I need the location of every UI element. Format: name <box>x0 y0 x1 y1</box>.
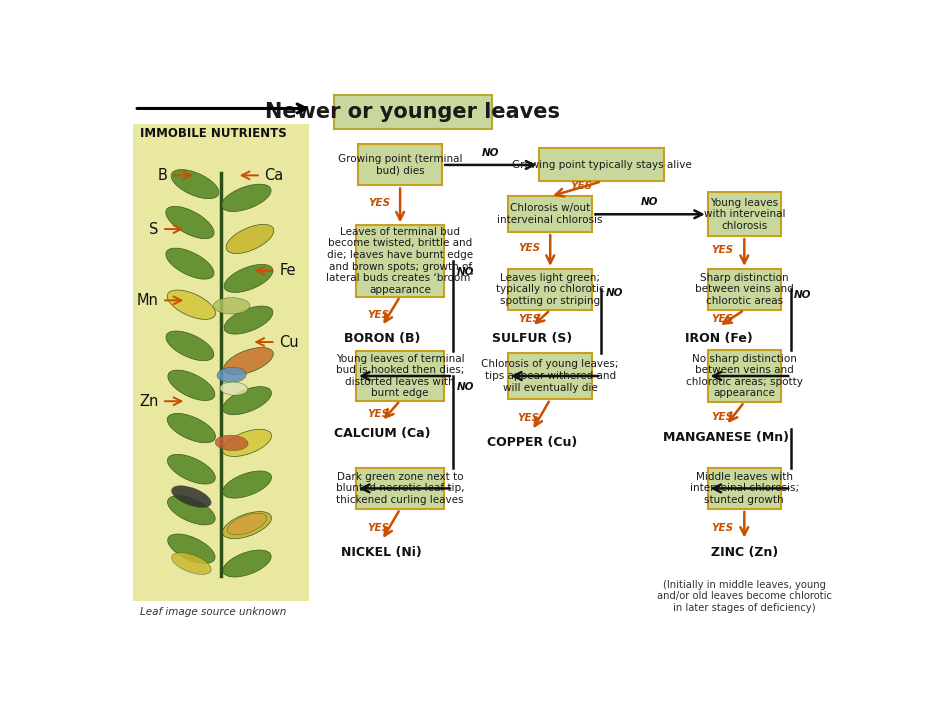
Text: COPPER (Cu): COPPER (Cu) <box>486 436 577 449</box>
Text: Ca: Ca <box>264 168 283 183</box>
Ellipse shape <box>165 206 214 239</box>
Text: Fe: Fe <box>279 263 295 278</box>
Ellipse shape <box>224 306 273 334</box>
Text: MANGANESE (Mn): MANGANESE (Mn) <box>663 431 788 444</box>
Text: NO: NO <box>605 288 622 298</box>
Text: YES: YES <box>518 314 540 324</box>
Text: NO: NO <box>457 382 474 392</box>
Text: YES: YES <box>518 243 540 253</box>
Text: YES: YES <box>711 523 733 533</box>
Text: YES: YES <box>366 523 389 533</box>
FancyBboxPatch shape <box>707 468 780 509</box>
Text: SULFUR (S): SULFUR (S) <box>491 333 571 345</box>
Ellipse shape <box>215 435 248 451</box>
Ellipse shape <box>167 454 215 484</box>
Ellipse shape <box>221 184 271 211</box>
Text: YES: YES <box>366 310 389 320</box>
Text: Young leaves of terminal
bud is hooked then dies;
distorted leaves with
burnt ed: Young leaves of terminal bud is hooked t… <box>335 354 464 399</box>
Text: IRON (Fe): IRON (Fe) <box>684 333 751 345</box>
Ellipse shape <box>224 347 273 375</box>
FancyBboxPatch shape <box>356 468 444 509</box>
FancyBboxPatch shape <box>356 225 444 296</box>
Ellipse shape <box>172 553 211 575</box>
Text: Dark green zone next to
blunted necrotic leaf tip,
thickened curling leaves: Dark green zone next to blunted necrotic… <box>335 472 464 505</box>
Text: BORON (B): BORON (B) <box>344 333 419 345</box>
FancyBboxPatch shape <box>539 149 663 182</box>
Text: Chlorosis w/out
interveinal chlorosis: Chlorosis w/out interveinal chlorosis <box>497 204 602 225</box>
Ellipse shape <box>167 496 215 525</box>
FancyBboxPatch shape <box>334 95 491 130</box>
Text: Middle leaves with
interveinal chlorosis;
stunted growth: Middle leaves with interveinal chlorosis… <box>689 472 798 505</box>
Text: Cu: Cu <box>279 335 298 350</box>
Ellipse shape <box>172 486 211 508</box>
Text: YES: YES <box>368 198 390 208</box>
Ellipse shape <box>213 298 249 314</box>
Text: No sharp distinction
between veins and
chlorotic areas; spotty
appearance: No sharp distinction between veins and c… <box>685 354 801 399</box>
Ellipse shape <box>217 367 246 382</box>
Text: Mn: Mn <box>136 293 159 308</box>
Text: YES: YES <box>516 414 539 424</box>
Text: CALCIUM (Ca): CALCIUM (Ca) <box>333 427 430 440</box>
FancyBboxPatch shape <box>508 197 592 232</box>
FancyBboxPatch shape <box>707 192 780 236</box>
FancyBboxPatch shape <box>707 269 780 310</box>
Text: NO: NO <box>457 267 474 277</box>
Text: (Initially in middle leaves, young
and/or old leaves become chlorotic
in later s: (Initially in middle leaves, young and/o… <box>656 580 831 613</box>
Text: IMMOBILE NUTRIENTS: IMMOBILE NUTRIENTS <box>140 127 286 140</box>
Text: YES: YES <box>711 314 733 324</box>
Ellipse shape <box>220 382 247 395</box>
Text: B: B <box>158 168 168 183</box>
FancyBboxPatch shape <box>707 350 780 402</box>
Text: Growing point (terminal
bud) dies: Growing point (terminal bud) dies <box>338 154 462 176</box>
Ellipse shape <box>222 511 271 539</box>
Text: Newer or younger leaves: Newer or younger leaves <box>265 102 560 122</box>
Ellipse shape <box>166 331 213 361</box>
FancyBboxPatch shape <box>356 351 444 401</box>
Text: Leaves of terminal bud
become twisted, brittle and
die; leaves have burnt edge
a: Leaves of terminal bud become twisted, b… <box>326 227 474 295</box>
Ellipse shape <box>222 471 271 498</box>
Ellipse shape <box>223 387 271 414</box>
Text: Chlorosis of young leaves;
tips appear withered and
will eventually die: Chlorosis of young leaves; tips appear w… <box>480 360 618 392</box>
Ellipse shape <box>223 550 271 577</box>
Ellipse shape <box>171 169 219 199</box>
Ellipse shape <box>167 414 215 443</box>
FancyBboxPatch shape <box>508 352 592 399</box>
Ellipse shape <box>167 534 215 563</box>
Text: YES: YES <box>569 181 592 192</box>
Ellipse shape <box>224 264 273 293</box>
Text: YES: YES <box>711 245 733 255</box>
Ellipse shape <box>167 290 215 320</box>
Text: NO: NO <box>793 290 811 300</box>
Text: NO: NO <box>481 148 499 158</box>
Ellipse shape <box>226 224 274 253</box>
Text: YES: YES <box>366 409 389 419</box>
Text: NO: NO <box>641 197 658 207</box>
Text: Leaf image source unknown: Leaf image source unknown <box>140 607 286 617</box>
FancyBboxPatch shape <box>358 145 442 186</box>
FancyBboxPatch shape <box>132 124 308 601</box>
FancyBboxPatch shape <box>508 269 592 310</box>
Text: Leaves light green;
typically no chlorotic
spotting or striping: Leaves light green; typically no chlorot… <box>496 273 604 306</box>
Text: NICKEL (Ni): NICKEL (Ni) <box>341 546 422 559</box>
Text: S: S <box>149 221 159 236</box>
Ellipse shape <box>222 429 271 456</box>
Text: ZINC (Zn): ZINC (Zn) <box>710 546 777 559</box>
Text: Young leaves
with interveinal
chlorosis: Young leaves with interveinal chlorosis <box>703 198 784 231</box>
Text: YES: YES <box>711 412 733 422</box>
Text: Sharp distinction
between veins and
chlorotic areas: Sharp distinction between veins and chlo… <box>694 273 793 306</box>
Ellipse shape <box>168 370 214 401</box>
Ellipse shape <box>165 248 213 279</box>
Text: Growing point typically stays alive: Growing point typically stays alive <box>511 160 691 170</box>
Text: Zn: Zn <box>139 394 159 409</box>
Ellipse shape <box>227 513 266 535</box>
